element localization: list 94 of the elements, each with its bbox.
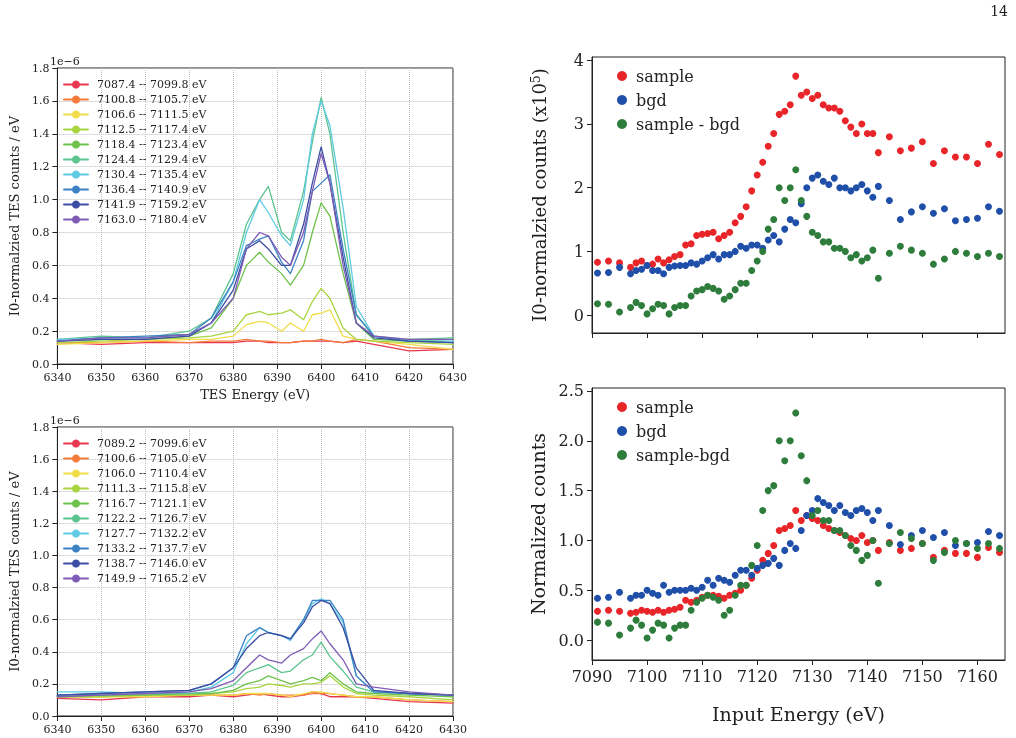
- legend-label: 7133.2 -- 7137.7 eV: [97, 542, 208, 555]
- x-tick-label: 7140: [846, 666, 888, 686]
- legend-label: 7100.6 -- 7105.0 eV: [97, 452, 208, 465]
- y-axis-title: Normalized counts: [527, 432, 550, 616]
- y-tick-label: 0.6: [31, 258, 50, 272]
- x-axis-title: TES Energy (eV): [200, 387, 311, 402]
- legend-label: 7111.3 -- 7115.8 eV: [97, 482, 208, 495]
- text: 1e−6: [50, 414, 80, 427]
- y-axis-title: I0-normalzied TES counts / eV: [7, 115, 22, 317]
- y-tick-label: 1.5: [558, 481, 584, 501]
- y-tick-label: 1.2: [31, 516, 50, 530]
- y-tick-label: 0.5: [558, 580, 584, 600]
- legend-label: bgd: [636, 421, 667, 441]
- x-tick-label: 6370: [175, 723, 204, 736]
- y-tick-label: 1.6: [31, 452, 50, 466]
- legend-label: 7136.4 -- 7140.9 eV: [97, 183, 208, 196]
- y-tick-label: 0.0: [31, 709, 50, 723]
- legend-label: 7106.0 -- 7110.4 eV: [97, 467, 208, 480]
- legend-label: 7087.4 -- 7099.8 eV: [97, 78, 208, 91]
- legend-label: 7149.9 -- 7165.2 eV: [97, 572, 208, 585]
- y-tick-label: 0.4: [31, 291, 50, 305]
- y-tick-label: 1.8: [31, 420, 50, 434]
- y-tick-label: 2.0: [558, 431, 584, 451]
- y-tick-label: 0.2: [31, 324, 50, 338]
- x-tick-label: 7100: [626, 666, 668, 686]
- y-tick-label: 4: [573, 50, 584, 70]
- text: 14: [990, 3, 1009, 19]
- x-tick-label: 6370: [175, 371, 204, 385]
- y-tick-label: 0: [573, 305, 584, 325]
- legend-label: bgd: [636, 90, 667, 110]
- legend-label: sample: [636, 66, 694, 86]
- legend-label: sample-bgd: [636, 445, 730, 465]
- y-tick-label: 2.5: [558, 381, 584, 401]
- x-tick-label: 7090: [571, 666, 613, 686]
- legend-label: sample - bgd: [636, 114, 741, 134]
- legend-label: 7138.7 -- 7146.0 eV: [97, 557, 208, 570]
- y-tick-label: 1.0: [31, 548, 50, 562]
- legend-label: sample: [636, 397, 694, 417]
- x-tick-label: 6360: [131, 723, 160, 736]
- x-tick-label: 6410: [351, 371, 380, 385]
- x-tick-label: 6350: [87, 723, 116, 736]
- x-tick-label: 7130: [791, 666, 833, 686]
- y-axis-title: I0-normalzied TES counts / eV: [7, 470, 22, 672]
- legend-label: 7127.7 -- 7132.2 eV: [97, 527, 208, 540]
- x-tick-label: 7110: [681, 666, 723, 686]
- legend-label: 7118.4 -- 7123.4 eV: [97, 138, 208, 151]
- x-tick-label: 6360: [131, 371, 160, 385]
- x-tick-label: 6430: [439, 723, 467, 736]
- legend-label: 7122.2 -- 7126.7 eV: [97, 512, 208, 525]
- y-axis-title: I0-normalzied counts (x105): [528, 68, 550, 322]
- x-tick-label: 6350: [87, 371, 116, 385]
- y-tick-label: 0.2: [31, 677, 50, 691]
- x-tick-label: 6410: [351, 723, 380, 736]
- legend-label: 7089.2 -- 7099.6 eV: [97, 437, 208, 450]
- y-tick-label: 3: [573, 114, 584, 134]
- x-tick-label: 6380: [219, 723, 248, 736]
- y-tick-label: 0.0: [31, 357, 50, 371]
- y-tick-label: 1.6: [31, 94, 50, 108]
- legend-label: 7106.6 -- 7111.5 eV: [97, 108, 208, 121]
- legend-label: 7141.9 -- 7159.2 eV: [97, 198, 208, 211]
- x-tick-label: 7150: [902, 666, 943, 686]
- y-tick-label: 1.4: [31, 127, 50, 141]
- x-tick-label: 6420: [395, 371, 424, 385]
- text: 1e−6: [50, 55, 80, 68]
- x-tick-label: 6390: [263, 723, 292, 736]
- x-tick-label: 6390: [263, 371, 292, 385]
- x-tick-label: 6420: [395, 723, 424, 736]
- legend-label: 7130.4 -- 7135.4 eV: [97, 168, 208, 181]
- y-tick-label: 0.6: [31, 613, 50, 627]
- y-tick-label: 0.8: [31, 226, 50, 239]
- x-tick-label: 6380: [219, 371, 248, 385]
- y-tick-label: 1.2: [31, 160, 50, 174]
- y-tick-label: 2: [573, 178, 584, 198]
- legend-label: 7112.5 -- 7117.4 eV: [97, 123, 208, 136]
- y-tick-label: 1.4: [31, 484, 50, 498]
- x-axis-title: Input Energy (eV): [712, 702, 885, 725]
- y-tick-label: 0.0: [558, 630, 584, 650]
- x-tick-label: 6340: [43, 723, 72, 736]
- x-tick-label: 6340: [43, 371, 72, 385]
- y-tick-label: 1: [573, 241, 584, 261]
- x-tick-label: 7120: [736, 666, 778, 686]
- legend-label: 7116.7 -- 7121.1 eV: [97, 497, 208, 510]
- y-tick-label: 1.8: [31, 61, 50, 75]
- x-tick-label: 7160: [957, 666, 998, 686]
- x-tick-label: 6400: [307, 371, 336, 385]
- y-tick-label: 1.0: [558, 530, 584, 550]
- y-tick-label: 0.4: [31, 645, 50, 659]
- y-tick-label: 1.0: [31, 193, 50, 207]
- legend-label: 7100.8 -- 7105.7 eV: [97, 93, 208, 106]
- legend-label: 7124.4 -- 7129.4 eV: [97, 153, 208, 166]
- x-tick-label: 6400: [307, 723, 336, 736]
- x-tick-label: 6430: [439, 371, 467, 385]
- y-tick-label: 0.8: [31, 581, 50, 595]
- legend-label: 7163.0 -- 7180.4 eV: [97, 213, 208, 226]
